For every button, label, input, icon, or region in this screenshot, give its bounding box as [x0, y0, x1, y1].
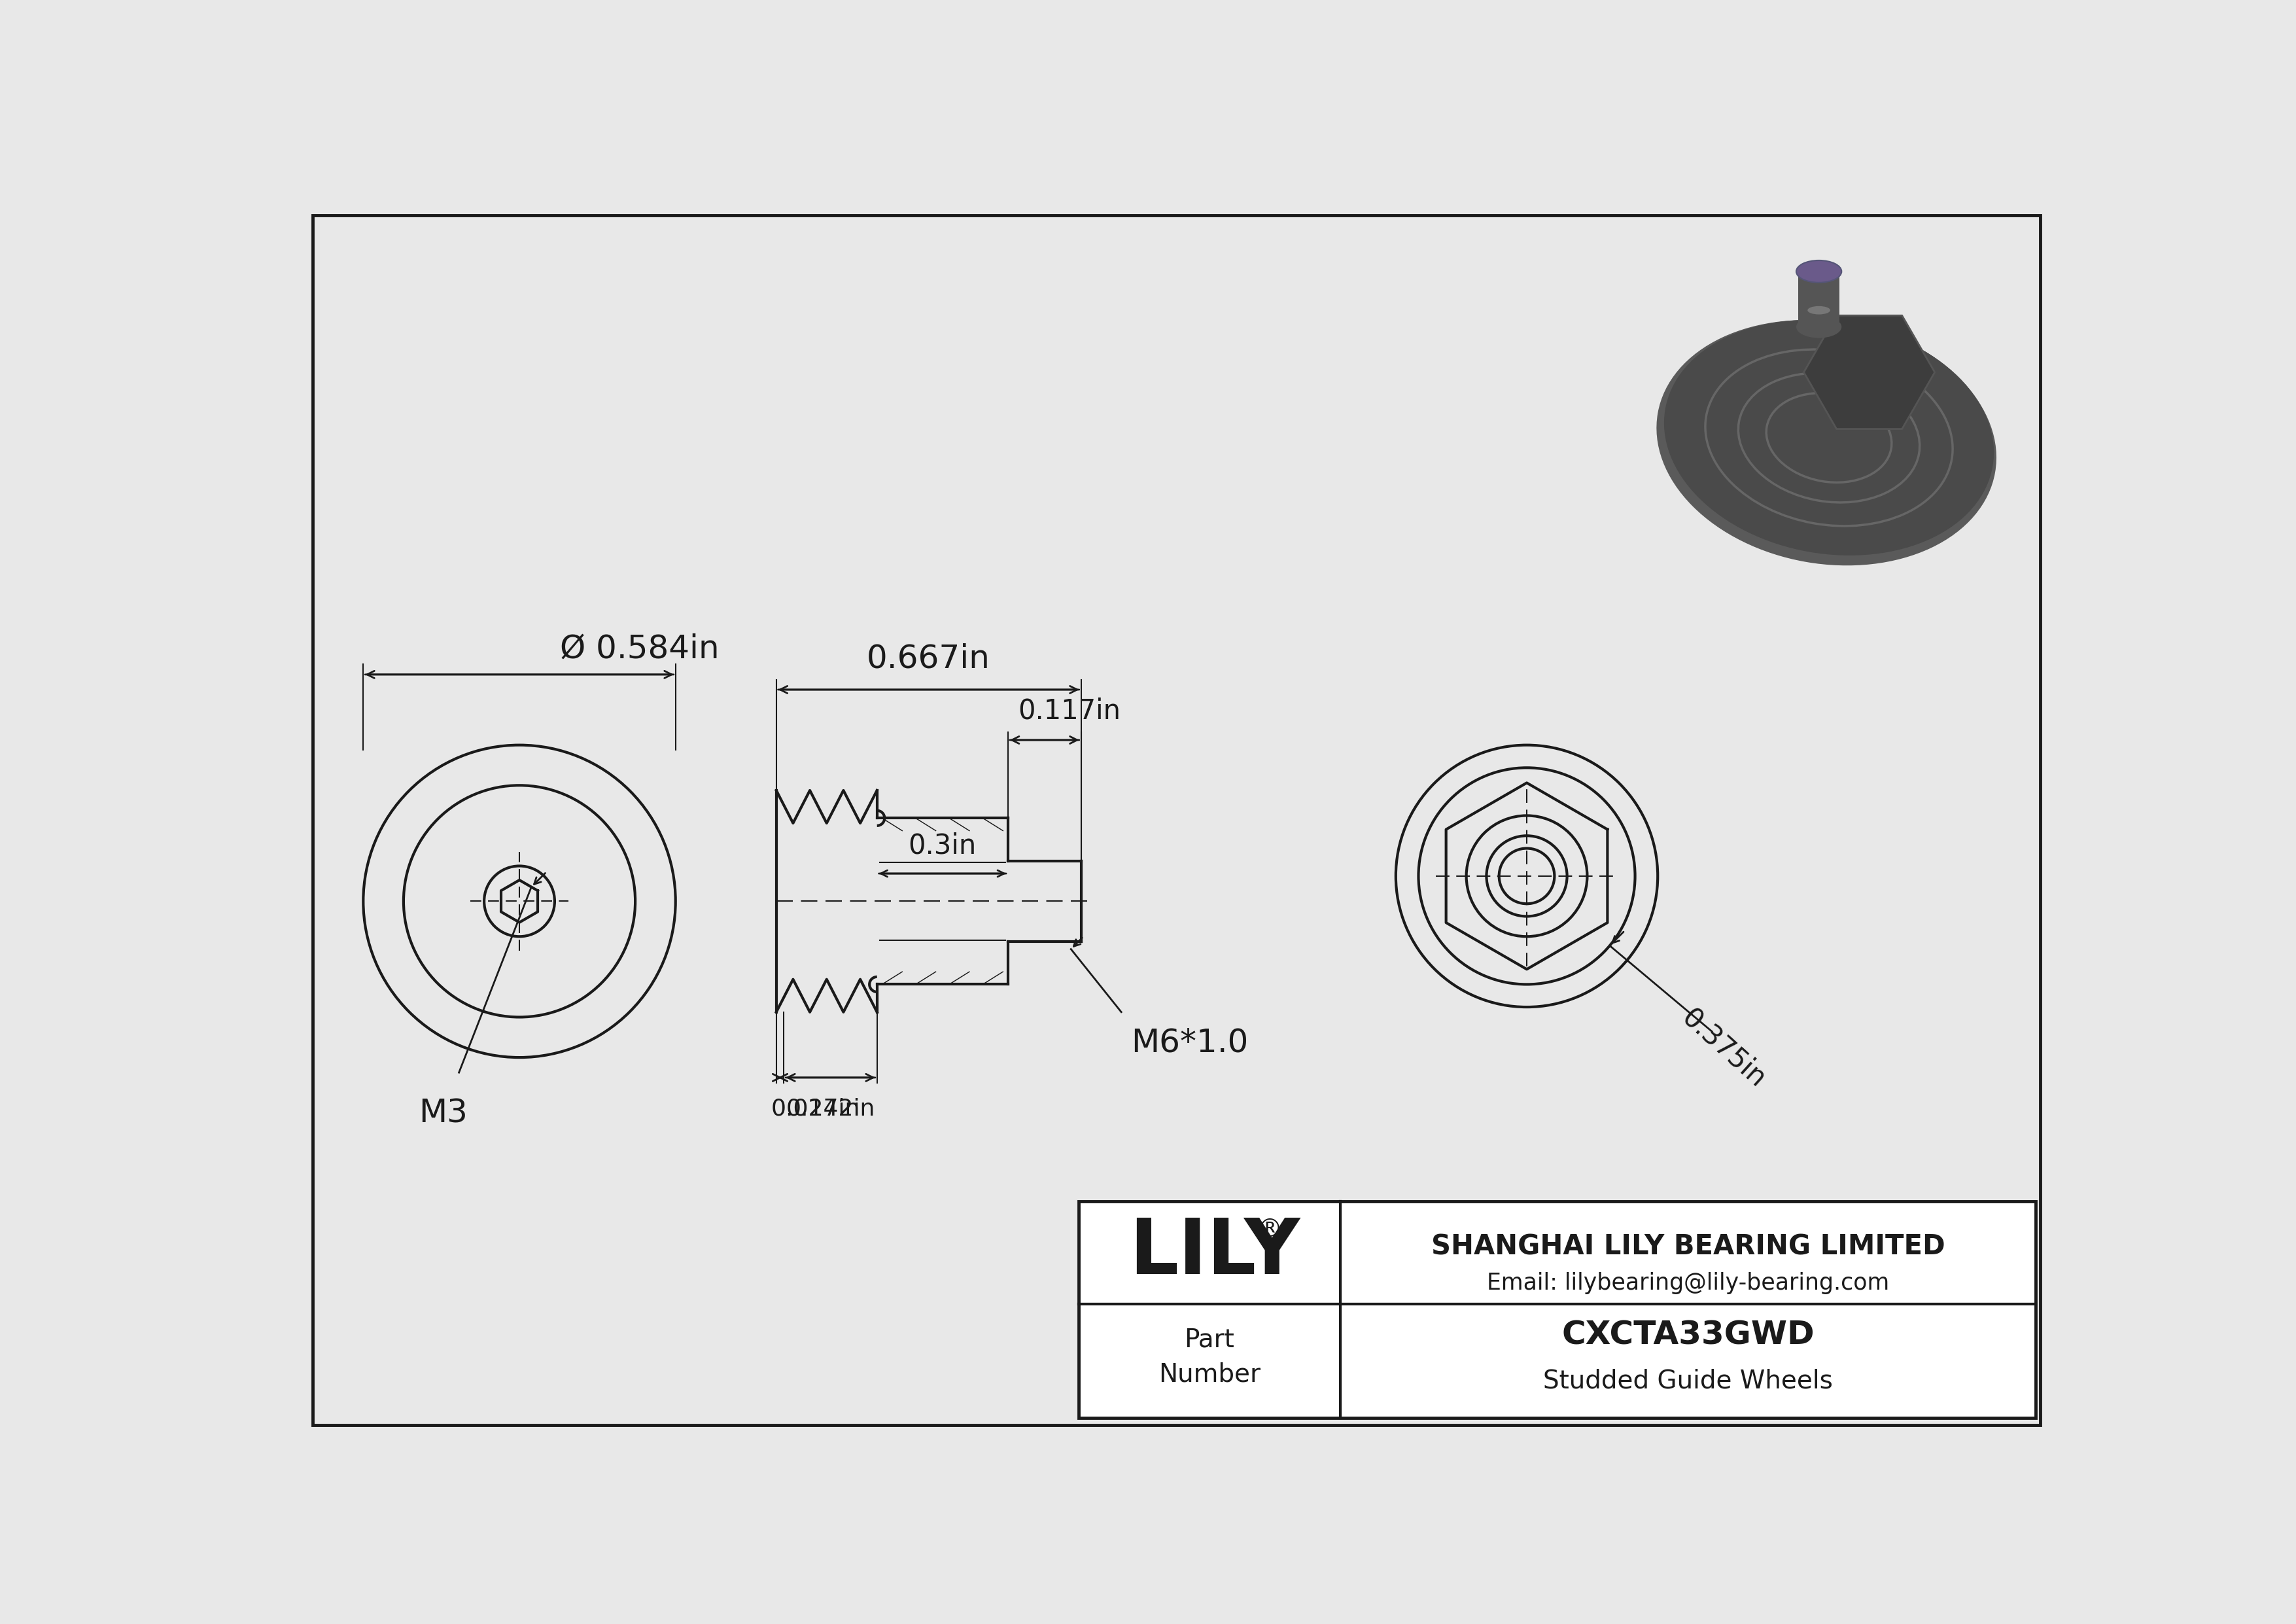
- Bar: [1079, 1202, 2037, 1418]
- Text: 0.375in: 0.375in: [1676, 1004, 1770, 1093]
- Text: CXCTA33GWD: CXCTA33GWD: [1561, 1320, 1814, 1351]
- Ellipse shape: [1807, 305, 1830, 315]
- Bar: [1079, 1202, 2037, 1418]
- Ellipse shape: [1795, 315, 1841, 338]
- Ellipse shape: [1655, 320, 1998, 565]
- Text: Email: lilybearing@lily-bearing.com: Email: lilybearing@lily-bearing.com: [1488, 1272, 1890, 1294]
- Text: 0.242in: 0.242in: [785, 1098, 875, 1121]
- Text: Studded Guide Wheels: Studded Guide Wheels: [1543, 1369, 1832, 1393]
- Text: SHANGHAI LILY BEARING LIMITED: SHANGHAI LILY BEARING LIMITED: [1430, 1233, 1945, 1260]
- Text: 0.3in: 0.3in: [909, 831, 976, 859]
- Text: 0.117in: 0.117in: [1017, 697, 1120, 724]
- Ellipse shape: [1795, 260, 1841, 283]
- Ellipse shape: [1665, 320, 1993, 555]
- Text: 0.667in: 0.667in: [868, 643, 990, 674]
- Ellipse shape: [1665, 320, 1993, 555]
- Text: 0.017in: 0.017in: [771, 1098, 861, 1121]
- Text: Part
Number: Part Number: [1159, 1327, 1261, 1387]
- Text: Ø 0.584in: Ø 0.584in: [560, 633, 719, 664]
- Text: M6*1.0: M6*1.0: [1132, 1028, 1249, 1059]
- Text: ®: ®: [1258, 1216, 1283, 1242]
- Text: M3: M3: [418, 1098, 468, 1129]
- FancyBboxPatch shape: [1798, 271, 1839, 326]
- Text: LILY: LILY: [1130, 1215, 1300, 1291]
